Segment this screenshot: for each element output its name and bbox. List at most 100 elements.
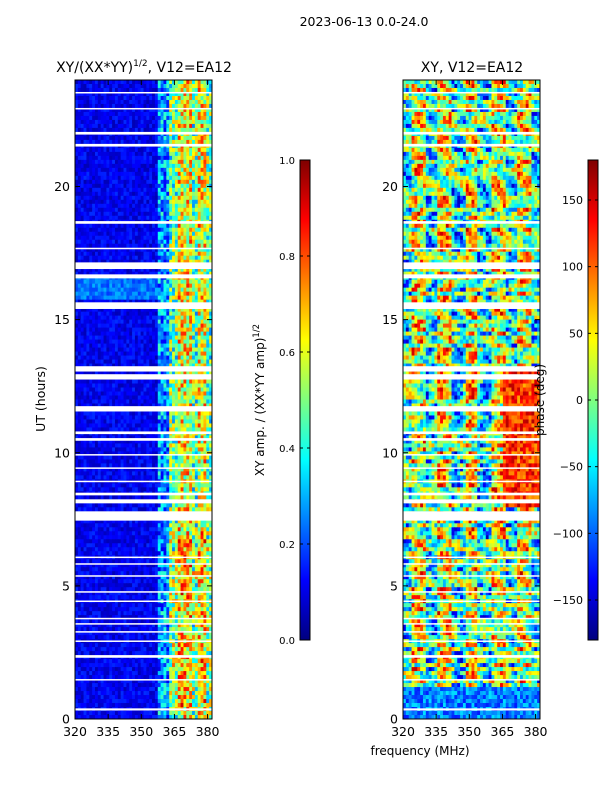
heatmap-cell	[80, 207, 85, 213]
heatmap-cell	[189, 91, 193, 97]
heatmap-cell	[166, 155, 170, 161]
heatmap-cell	[112, 271, 116, 277]
heatmap-cell	[189, 351, 193, 357]
heatmap-cell	[132, 483, 136, 488]
heatmap-cell	[149, 223, 153, 229]
heatmap-cell	[94, 223, 99, 229]
heatmap-cell	[112, 459, 116, 464]
heatmap-cell	[117, 111, 122, 117]
heatmap-cell	[180, 175, 185, 181]
heatmap-cell	[160, 203, 165, 209]
heatmap-cell	[140, 127, 145, 133]
heatmap-cell	[189, 447, 193, 453]
heatmap-cell	[160, 315, 165, 321]
heatmap-cell	[189, 439, 193, 445]
heatmap-cell	[123, 483, 127, 488]
heatmap-cell	[132, 347, 136, 353]
heatmap-cell	[169, 419, 173, 425]
heatmap-cell	[197, 427, 202, 433]
heatmap-cell	[106, 371, 110, 377]
heatmap-cell	[94, 127, 99, 133]
heatmap-cell	[169, 251, 173, 257]
heatmap-cell	[112, 335, 116, 341]
heatmap-cell	[154, 363, 159, 369]
heatmap-cell	[83, 399, 88, 405]
heatmap-cell	[163, 311, 167, 317]
heatmap-cell	[189, 383, 193, 389]
heatmap-cell	[206, 207, 210, 213]
heatmap-cell	[146, 423, 150, 429]
heatmap-cell	[180, 135, 185, 141]
heatmap-cell	[194, 223, 199, 229]
heatmap-cell	[174, 211, 179, 217]
heatmap-cell	[103, 295, 107, 301]
heatmap-cell	[149, 283, 153, 289]
heatmap-cell	[154, 443, 159, 449]
heatmap-cell	[166, 83, 170, 89]
heatmap-cell	[194, 119, 199, 125]
heatmap-cell	[154, 259, 159, 265]
heatmap-cell	[123, 319, 127, 325]
heatmap-cell	[86, 355, 90, 361]
heatmap-cell	[203, 467, 207, 472]
heatmap-cell	[137, 463, 142, 468]
heatmap-cell	[126, 163, 130, 169]
heatmap-cell	[149, 359, 153, 365]
heatmap-cell	[183, 475, 187, 480]
heatmap-cell	[100, 159, 105, 165]
heatmap-cell	[186, 395, 190, 401]
heatmap-cell	[143, 391, 147, 397]
heatmap-cell	[157, 243, 162, 249]
heatmap-cell	[134, 319, 139, 325]
heatmap-cell	[89, 223, 93, 229]
heatmap-cell	[206, 127, 210, 133]
heatmap-cell	[86, 203, 90, 209]
heatmap-cell	[174, 411, 179, 417]
heatmap-cell	[194, 243, 199, 249]
heatmap-cell	[120, 223, 125, 229]
heatmap-cell	[194, 283, 199, 289]
heatmap-cell	[149, 299, 153, 305]
heatmap-cell	[194, 159, 199, 165]
heatmap-cell	[89, 335, 93, 341]
heatmap-cell	[146, 175, 150, 181]
heatmap-cell	[80, 287, 85, 293]
heatmap-cell	[100, 443, 105, 449]
heatmap-cell	[112, 439, 116, 445]
heatmap-cell	[183, 187, 187, 193]
heatmap-cell	[174, 191, 179, 197]
heatmap-cell	[106, 279, 110, 285]
heatmap-cell	[77, 319, 82, 325]
heatmap-cell	[114, 419, 119, 425]
heatmap-cell	[137, 167, 142, 173]
heatmap-cell	[109, 231, 113, 237]
heatmap-cell	[137, 259, 142, 265]
heatmap-cell	[206, 167, 210, 173]
heatmap-cell	[129, 283, 133, 289]
heatmap-cell	[189, 291, 193, 297]
heatmap-cell	[140, 187, 145, 193]
heatmap-cell	[86, 119, 90, 125]
heatmap-cell	[92, 83, 96, 89]
heatmap-cell	[112, 83, 116, 89]
heatmap-cell	[180, 119, 185, 125]
heatmap-cell	[137, 283, 142, 289]
heatmap-cell	[109, 399, 113, 405]
heatmap-cell	[192, 427, 196, 433]
heatmap-cell	[80, 123, 85, 129]
heatmap-cell	[80, 467, 85, 472]
heatmap-cell	[129, 447, 133, 453]
heatmap-cell	[80, 347, 85, 353]
heatmap-cell	[80, 331, 85, 337]
heatmap-cell	[89, 115, 93, 121]
heatmap-cell	[123, 391, 127, 397]
heatmap-cell	[120, 135, 125, 141]
heatmap-cell	[143, 411, 147, 417]
heatmap-cell	[89, 467, 93, 472]
heatmap-cell	[146, 271, 150, 277]
heatmap-cell	[80, 119, 85, 125]
heatmap-cell	[94, 391, 99, 397]
heatmap-cell	[180, 319, 185, 325]
heatmap-cell	[120, 235, 125, 241]
heatmap-cell	[192, 259, 196, 265]
